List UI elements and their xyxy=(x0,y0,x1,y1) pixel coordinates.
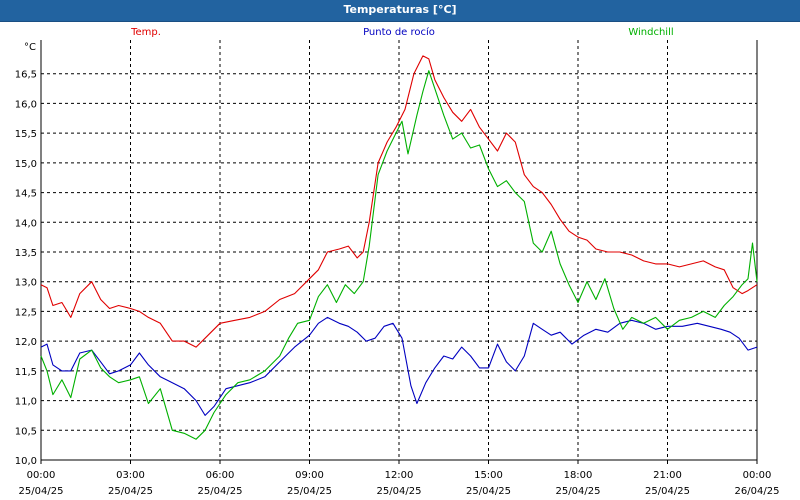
y-tick-label: 13,5 xyxy=(15,248,37,259)
x-tick-date: 25/04/25 xyxy=(556,486,601,497)
legend-item: Punto de rocío xyxy=(363,26,435,38)
x-tick-time: 15:00 xyxy=(474,470,503,481)
y-tick-label: 10,0 xyxy=(15,456,37,467)
x-tick-time: 00:00 xyxy=(27,470,56,481)
y-tick-label: 15,0 xyxy=(15,159,37,170)
y-tick-label: 12,0 xyxy=(15,337,37,348)
x-tick-date: 25/04/25 xyxy=(19,486,64,497)
series-line-dewpoint xyxy=(40,316,758,416)
series-line-windchill xyxy=(40,70,758,440)
y-tick-label: 15,5 xyxy=(15,129,37,140)
y-tick-label: 10,5 xyxy=(15,426,37,437)
y-axis-unit: °C xyxy=(24,42,36,53)
x-tick-date: 25/04/25 xyxy=(377,486,422,497)
x-tick-date: 25/04/25 xyxy=(645,486,690,497)
x-tick-time: 09:00 xyxy=(295,470,324,481)
y-tick-label: 13,0 xyxy=(15,278,37,289)
x-tick-time: 21:00 xyxy=(653,470,682,481)
legend-item: Temp. xyxy=(130,27,161,38)
x-tick-date: 26/04/25 xyxy=(735,486,780,497)
x-tick-date: 25/04/25 xyxy=(466,486,511,497)
x-tick-time: 18:00 xyxy=(564,470,593,481)
y-tick-label: 16,0 xyxy=(15,99,37,110)
legend: Temp. Punto de rocío Windchill xyxy=(130,26,674,38)
series-line-temp xyxy=(40,55,758,348)
y-tick-label: 14,5 xyxy=(15,189,37,200)
grid xyxy=(41,40,757,460)
x-tick-date: 25/04/25 xyxy=(198,486,243,497)
y-tick-label: 11,5 xyxy=(15,367,37,378)
x-tick-time: 06:00 xyxy=(206,470,235,481)
title-bar xyxy=(0,0,800,22)
axes: 10,0 10,5 11,0 11,5 12,0 12,5 13,0 13,5 14,0 14,5… xyxy=(15,40,780,497)
series-lines xyxy=(40,55,758,440)
y-tick-label: 14,0 xyxy=(15,218,37,229)
y-tick-label: 12,5 xyxy=(15,307,37,318)
x-tick-time: 12:00 xyxy=(385,470,414,481)
x-tick-time: 00:00 xyxy=(743,470,772,481)
x-tick-date: 25/04/25 xyxy=(108,486,153,497)
y-tick-label: 16,5 xyxy=(15,70,37,81)
legend-item: Windchill xyxy=(628,27,673,38)
x-tick-time: 03:00 xyxy=(116,470,145,481)
y-tick-label: 11,0 xyxy=(15,397,37,408)
chart-title: Temperaturas [°C] xyxy=(343,3,457,16)
x-tick-date: 25/04/25 xyxy=(287,486,332,497)
